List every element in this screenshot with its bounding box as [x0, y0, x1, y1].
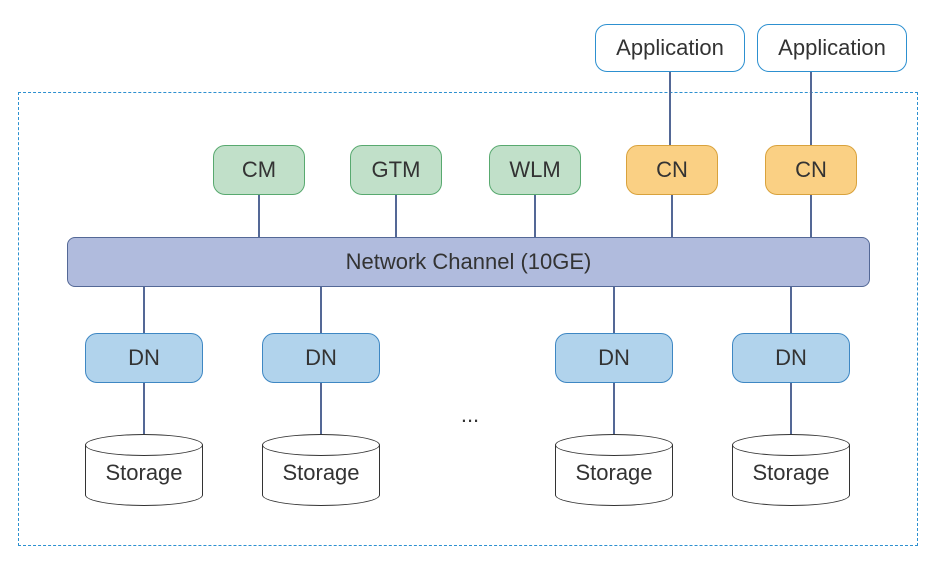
cylinder-label: Storage — [575, 460, 652, 486]
wlm-node: WLM — [489, 145, 581, 195]
node-label: DN — [598, 345, 630, 371]
dn-node-3: DN — [555, 333, 673, 383]
cylinder-label: Storage — [105, 460, 182, 486]
connector-line — [613, 383, 615, 434]
connector-line — [790, 383, 792, 434]
network-channel-node: Network Channel (10GE) — [67, 237, 870, 287]
cm-node: CM — [213, 145, 305, 195]
node-label: Application — [778, 35, 886, 61]
application-node-2: Application — [757, 24, 907, 72]
ellipsis-text: ... — [461, 402, 479, 428]
cylinder-label: Storage — [282, 460, 359, 486]
node-label: GTM — [372, 157, 421, 183]
node-label: DN — [128, 345, 160, 371]
node-label: Application — [616, 35, 724, 61]
application-node-1: Application — [595, 24, 745, 72]
node-label: CN — [656, 157, 688, 183]
storage-cylinder-1: Storage — [85, 434, 203, 506]
storage-cylinder-3: Storage — [555, 434, 673, 506]
node-label: DN — [305, 345, 337, 371]
connector-line — [320, 287, 322, 333]
node-label: CM — [242, 157, 276, 183]
connector-line — [810, 195, 812, 237]
dn-node-1: DN — [85, 333, 203, 383]
node-label: DN — [775, 345, 807, 371]
connector-line — [143, 383, 145, 434]
dn-node-2: DN — [262, 333, 380, 383]
connector-line — [669, 72, 671, 145]
cn-node-2: CN — [765, 145, 857, 195]
storage-cylinder-2: Storage — [262, 434, 380, 506]
connector-line — [143, 287, 145, 333]
connector-line — [258, 195, 260, 237]
node-label: WLM — [509, 157, 560, 183]
connector-line — [534, 195, 536, 237]
connector-line — [320, 383, 322, 434]
ellipsis-label: ... — [450, 400, 490, 430]
connector-line — [613, 287, 615, 333]
connector-line — [395, 195, 397, 237]
dn-node-4: DN — [732, 333, 850, 383]
cn-node-1: CN — [626, 145, 718, 195]
cylinder-label: Storage — [752, 460, 829, 486]
storage-cylinder-4: Storage — [732, 434, 850, 506]
connector-line — [790, 287, 792, 333]
node-label: Network Channel (10GE) — [346, 249, 592, 275]
gtm-node: GTM — [350, 145, 442, 195]
node-label: CN — [795, 157, 827, 183]
connector-line — [671, 195, 673, 237]
connector-line — [810, 72, 812, 145]
